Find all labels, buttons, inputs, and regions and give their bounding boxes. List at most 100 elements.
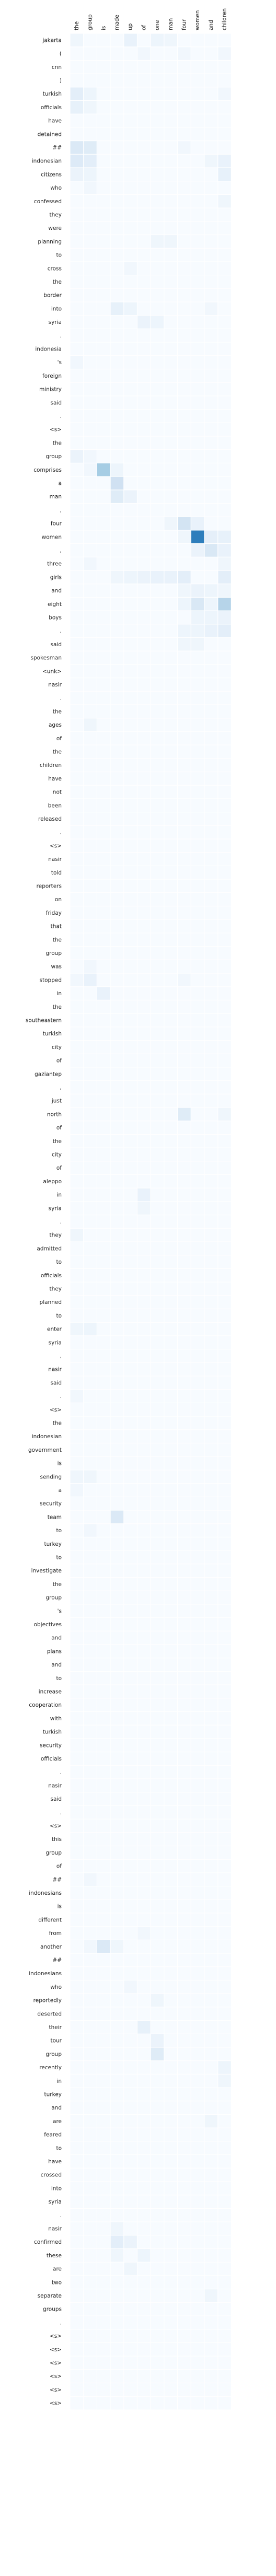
heatmap-cell [124,1000,137,1013]
heatmap-cell [164,2383,177,2396]
heatmap-cell [70,772,84,785]
heatmap-cell [191,1779,204,1792]
heatmap-cell [178,987,191,1000]
heatmap-cell [151,866,164,879]
heatmap-cell [151,1390,164,1403]
heatmap-cell [70,1846,84,1859]
y-tick-label: planned [40,1299,62,1306]
y-tick-label: the [53,749,62,755]
heatmap-cell [151,1578,164,1591]
heatmap-cell [124,1175,137,1188]
heatmap-cell [110,678,124,691]
heatmap-cell [84,1027,97,1040]
heatmap-cell [218,262,231,275]
y-tick-label: . [60,2319,62,2326]
heatmap-cell [84,1913,97,1927]
heatmap-cell [191,1859,204,1873]
heatmap-cell [151,1309,164,1322]
heatmap-cell [151,356,164,369]
heatmap-cell [97,825,110,839]
heatmap-cell [164,1940,177,1953]
heatmap-cell [151,2021,164,2034]
heatmap-cell [151,1564,164,1577]
heatmap-cell [84,1779,97,1792]
heatmap-cell [164,2396,177,2410]
heatmap-cell [97,1846,110,1859]
heatmap-cell [70,1215,84,1228]
heatmap-cell [124,423,137,436]
heatmap-cell [110,476,124,490]
heatmap-cell [110,208,124,222]
heatmap-cell [204,906,218,919]
heatmap-cell [178,87,191,100]
heatmap-cell [191,732,204,745]
heatmap-cell [164,2034,177,2047]
heatmap-cell [204,1645,218,1658]
heatmap-cell [164,1269,177,1282]
heatmap-cell [178,396,191,409]
heatmap-cell [84,208,97,222]
heatmap-cell [204,490,218,503]
heatmap-cell [191,2396,204,2410]
heatmap-cell [178,1698,191,1711]
heatmap-cell [70,2115,84,2128]
heatmap-cell [151,61,164,74]
heatmap-cell [178,33,191,47]
heatmap-cell [84,2168,97,2182]
heatmap-cell [218,785,231,799]
heatmap-cell [178,2088,191,2101]
heatmap-cell [178,598,191,611]
y-tick-label: said [51,1380,62,1386]
heatmap-cell [97,1135,110,1148]
heatmap-cell [191,1967,204,1980]
heatmap-cell [218,436,231,450]
heatmap-cell [110,1604,124,1617]
heatmap-cell [164,1135,177,1148]
heatmap-cell [151,463,164,476]
heatmap-cell [191,74,204,87]
heatmap-cell [70,463,84,476]
heatmap-cell [178,2302,191,2316]
heatmap-cell [110,853,124,866]
y-tick-label: gaziantep [34,1071,62,1077]
heatmap-cell [164,2209,177,2222]
heatmap-cell [70,1362,84,1376]
heatmap-cell [137,1215,151,1228]
heatmap-cell [84,382,97,396]
heatmap-cell [137,906,151,919]
heatmap-cell [84,1041,97,1054]
y-tick-label: was [51,964,62,970]
y-tick-label: are [53,2266,62,2272]
heatmap-cell [164,893,177,906]
heatmap-cell [97,195,110,208]
heatmap-cell [70,208,84,222]
heatmap-cell [137,235,151,248]
heatmap-cell [84,396,97,409]
heatmap-cell [137,665,151,678]
heatmap-cell [151,570,164,584]
heatmap-cell [191,718,204,731]
heatmap-cell [137,691,151,705]
heatmap-cell [191,1054,204,1067]
heatmap-cell [164,2343,177,2356]
heatmap-cell [218,2047,231,2061]
heatmap-cell [97,1242,110,1255]
heatmap-cell [204,2249,218,2262]
heatmap-cell [124,1685,137,1698]
heatmap-cell [218,1725,231,1739]
heatmap-cell [151,1913,164,1927]
heatmap-cell [70,853,84,866]
heatmap-cell [164,1537,177,1551]
heatmap-cell [97,2262,110,2276]
heatmap-cell [84,866,97,879]
heatmap-cell [164,1202,177,1215]
heatmap-cell [110,691,124,705]
heatmap-cell [110,47,124,60]
heatmap-cell [70,1873,84,1886]
heatmap-cell [151,1698,164,1711]
heatmap-cell [164,785,177,799]
heatmap-cell [137,342,151,356]
heatmap-cell [191,705,204,718]
heatmap-cell [191,1524,204,1537]
heatmap-cell [151,476,164,490]
